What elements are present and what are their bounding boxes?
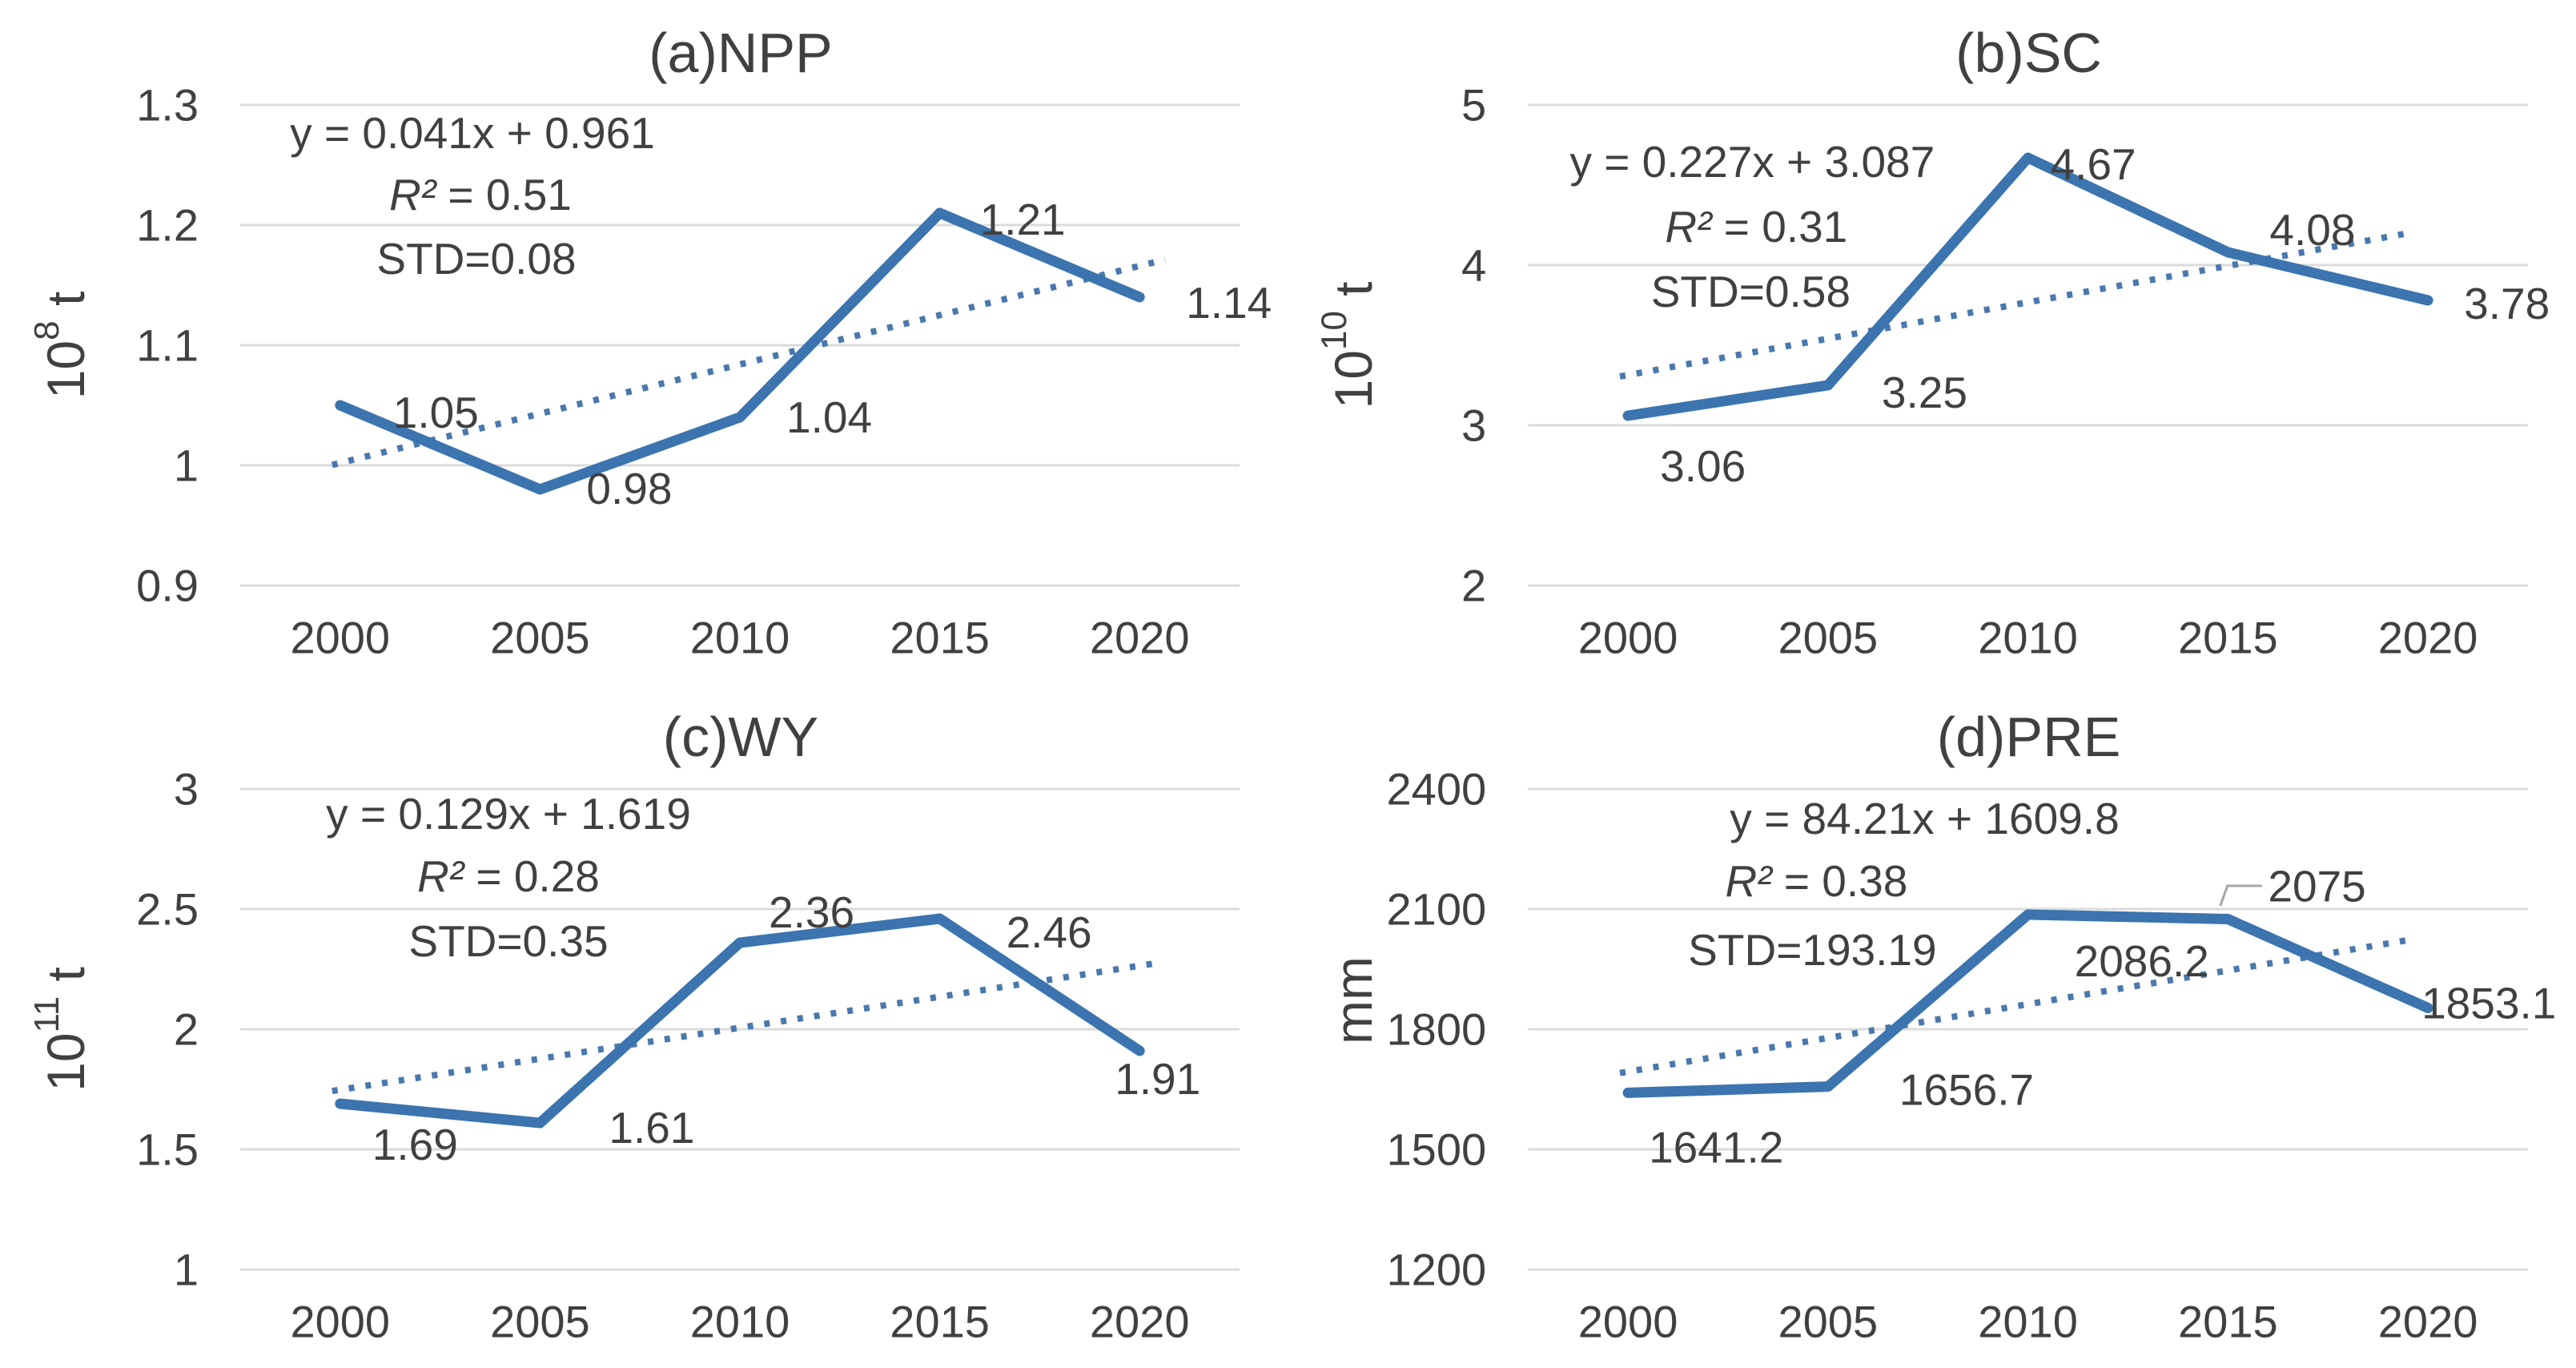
- equation-label: y = 0.041x + 0.961: [290, 108, 655, 158]
- x-tick-label: 2010: [1978, 1297, 2078, 1347]
- x-tick-label: 2005: [1778, 1297, 1879, 1347]
- data-label: 1.69: [372, 1120, 458, 1169]
- x-tick-label: 2000: [291, 1297, 391, 1347]
- x-tick-label: 2005: [490, 1297, 590, 1347]
- y-tick-label: 5: [1461, 80, 1486, 131]
- r-squared-label: R² = 0.38: [1725, 856, 1907, 906]
- x-tick-label: 2020: [2378, 613, 2478, 663]
- data-label: 1.14: [1186, 278, 1272, 328]
- trend-dotted-line: [332, 959, 1162, 1095]
- chart-a-canvas: 0.9 1 1.1 1.2 1.3 2000 2005 2010 2015 2020 (a)NPP 1…: [27, 22, 1272, 663]
- r-squared-label: R² = 0.28: [417, 851, 600, 901]
- x-tick-label: 2000: [1578, 613, 1678, 663]
- y-axis-unit-label: 1010 t: [1315, 281, 1384, 408]
- equation-label: y = 0.129x + 1.619: [326, 789, 691, 839]
- chart-d-canvas: 1200 1500 1800 2100 2400 2000 2005 2010 2015 2020…: [1324, 706, 2556, 1347]
- x-tick-label: 2015: [2178, 613, 2278, 663]
- data-label: 3.06: [1660, 441, 1746, 491]
- series-line: [335, 207, 1145, 495]
- y-tick-label: 3: [174, 764, 199, 815]
- y-tick-label: 1: [174, 441, 199, 491]
- chart-c-canvas: 1 1.5 2 2.5 3 2000 2005 2010 2015 2020 (c)WY 1011 t…: [27, 706, 1240, 1347]
- data-label: 1656.7: [1899, 1065, 2034, 1115]
- x-tick-label: 2000: [291, 613, 391, 663]
- series-line: [335, 913, 1145, 1129]
- x-tick-label: 2020: [1090, 1297, 1190, 1347]
- std-label: STD=0.08: [376, 234, 576, 284]
- x-tick-label: 2015: [890, 613, 990, 663]
- x-tick-label: 2015: [890, 1297, 990, 1347]
- y-axis-unit-label: mm: [1324, 956, 1383, 1044]
- data-label: 2.46: [1007, 907, 1092, 957]
- y-tick-label: 2100: [1387, 884, 1487, 935]
- chart-b-canvas: 2 3 4 5 2000 2005 2010 2015 2020 (b)SC 1010 t 3.06 3…: [1315, 22, 2550, 663]
- x-tick-label: 2005: [490, 613, 590, 663]
- y-tick-label: 1.5: [136, 1125, 199, 1175]
- std-label: STD=193.19: [1688, 925, 1936, 975]
- y-axis-unit-label: 1011 t: [27, 967, 96, 1092]
- label-leader-line: [2219, 884, 2262, 907]
- data-label: 0.98: [586, 464, 672, 513]
- chart-panel-pre: 1200 1500 1800 2100 2400 2000 2005 2010 2015 2020…: [1288, 684, 2576, 1368]
- data-label: 1.04: [786, 392, 872, 442]
- x-tick-label: 2010: [1978, 613, 2078, 663]
- data-label: 3.25: [1882, 368, 1967, 417]
- data-label: 1853.1: [2421, 978, 2556, 1028]
- series-line: [1622, 152, 2433, 421]
- y-tick-label: 2.5: [136, 884, 199, 935]
- chart-title: (b)SC: [1955, 22, 2102, 84]
- chart-panel-npp: 0.9 1 1.1 1.2 1.3 2000 2005 2010 2015 2020 (a)NPP 1…: [0, 0, 1288, 684]
- chart-title: (a)NPP: [649, 22, 832, 84]
- y-tick-label: 3: [1461, 400, 1486, 451]
- data-label: 1.91: [1115, 1054, 1200, 1104]
- x-tick-label: 2010: [690, 613, 790, 663]
- std-label: STD=0.58: [1651, 267, 1851, 316]
- y-tick-label: 1.2: [136, 200, 199, 251]
- y-tick-label: 0.9: [136, 561, 199, 611]
- data-label: 3.78: [2464, 279, 2550, 328]
- r-squared-label: R² = 0.51: [389, 170, 572, 219]
- y-tick-label: 2: [1461, 561, 1486, 611]
- r-squared-label: R² = 0.31: [1665, 202, 1847, 251]
- x-tick-label: 2005: [1778, 613, 1879, 663]
- chart-panel-sc: 2 3 4 5 2000 2005 2010 2015 2020 (b)SC 1010 t 3.06 3…: [1288, 0, 2576, 684]
- y-tick-label: 1800: [1387, 1004, 1487, 1055]
- y-tick-label: 2: [174, 1004, 199, 1055]
- x-tick-label: 2020: [2378, 1297, 2478, 1347]
- data-label: 2.36: [769, 887, 854, 937]
- y-tick-label: 4: [1461, 240, 1486, 291]
- x-tick-label: 2020: [1090, 613, 1190, 663]
- data-label: 1.05: [393, 388, 479, 437]
- data-label: 1.61: [609, 1103, 694, 1153]
- chart-title: (c)WY: [663, 706, 818, 768]
- y-axis-unit-label: 108 t: [27, 292, 96, 400]
- chart-title: (d)PRE: [1937, 706, 2121, 768]
- x-tick-label: 2010: [690, 1297, 790, 1347]
- std-label: STD=0.35: [408, 916, 608, 966]
- y-tick-label: 1.1: [136, 320, 199, 371]
- y-tick-label: 1500: [1387, 1125, 1487, 1175]
- y-tick-label: 1200: [1387, 1245, 1487, 1295]
- y-tick-label: 2400: [1387, 764, 1487, 815]
- y-tick-label: 1: [174, 1245, 199, 1295]
- data-label: 4.67: [2051, 139, 2136, 189]
- x-tick-label: 2015: [2178, 1297, 2278, 1347]
- x-tick-label: 2000: [1578, 1297, 1678, 1347]
- data-label: 1641.2: [1649, 1122, 1783, 1172]
- data-label: 4.08: [2269, 205, 2355, 255]
- chart-panel-wy: 1 1.5 2 2.5 3 2000 2005 2010 2015 2020 (c)WY 1011 t…: [0, 684, 1288, 1368]
- y-tick-label: 1.3: [136, 80, 199, 131]
- equation-label: y = 0.227x + 3.087: [1569, 137, 1935, 187]
- series-line: [1622, 909, 2433, 1098]
- data-label: 2075: [2268, 862, 2365, 911]
- equation-label: y = 84.21x + 1609.8: [1730, 794, 2119, 843]
- data-label: 2086.2: [2075, 936, 2209, 986]
- data-label: 1.21: [980, 195, 1066, 244]
